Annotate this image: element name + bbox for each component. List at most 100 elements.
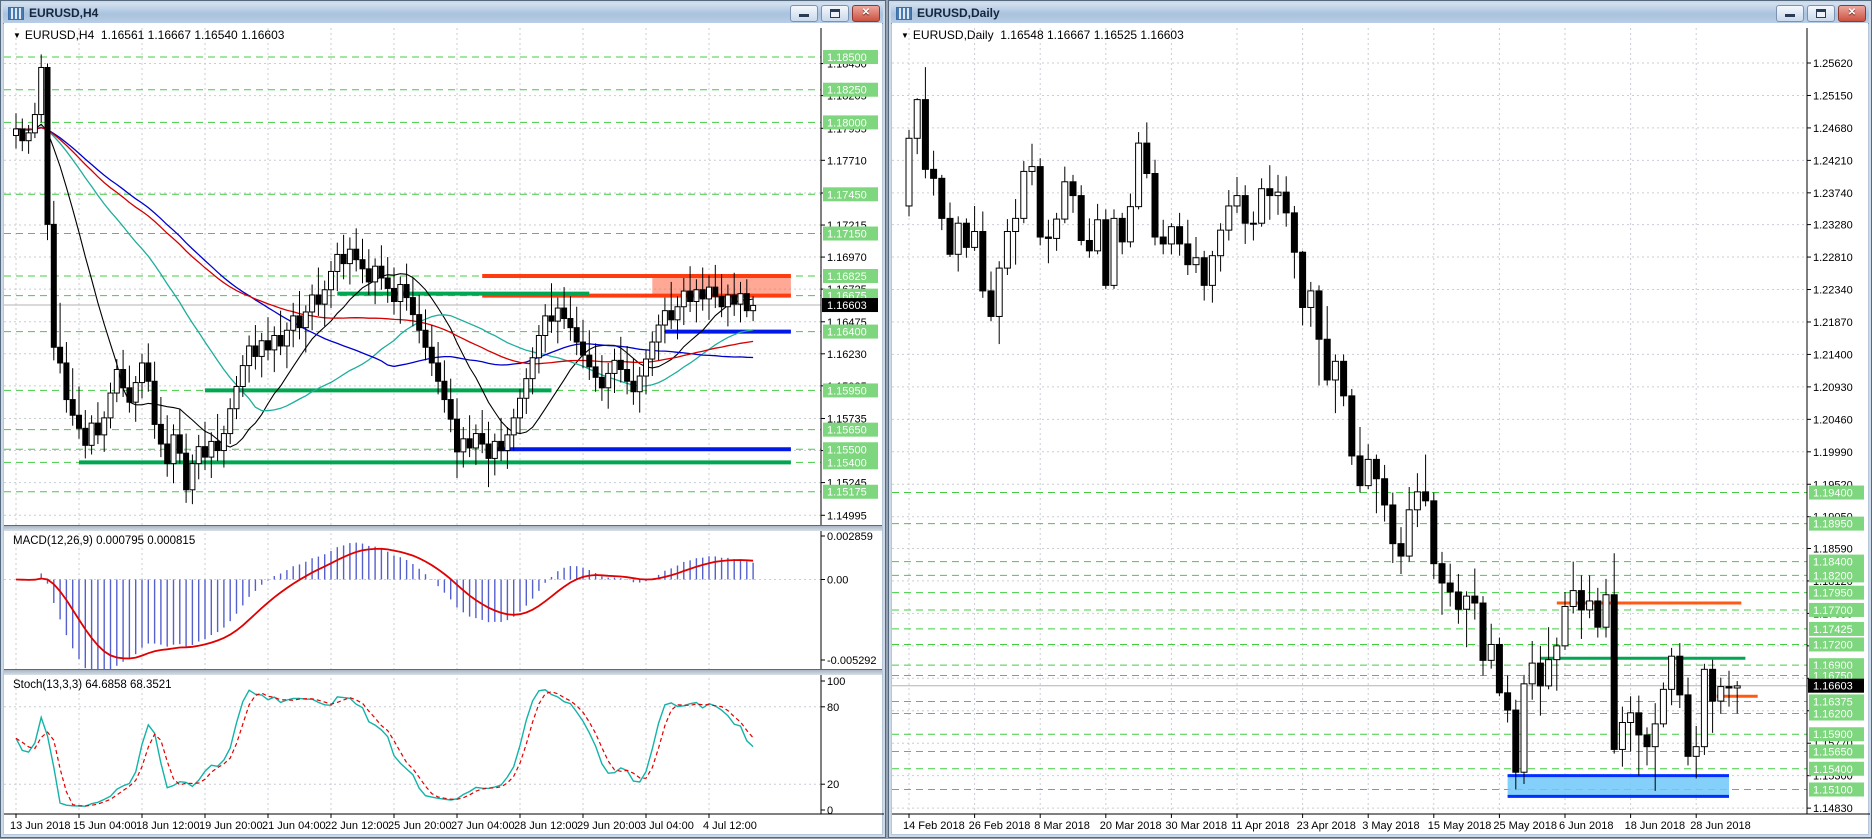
chart-header-h4: ▼ EURUSD,H4 1.16561 1.16667 1.16540 1.166…	[13, 28, 285, 42]
minimize-button[interactable]	[790, 4, 818, 22]
svg-text:1.17710: 1.17710	[827, 155, 867, 167]
pane-separator[interactable]	[4, 669, 882, 675]
svg-text:1.17450: 1.17450	[827, 189, 867, 201]
svg-text:1.17700: 1.17700	[1813, 605, 1853, 617]
close-button[interactable]: ✕	[1838, 4, 1866, 22]
chart-canvas-h4[interactable]: 0.002859 0.00 -0.005292 100 80 20 01.184501.18…	[4, 23, 884, 836]
svg-text:19 Jun 20:00: 19 Jun 20:00	[199, 820, 263, 832]
svg-text:1.18250: 1.18250	[827, 85, 867, 97]
svg-text:1.19990: 1.19990	[1813, 447, 1853, 459]
svg-text:26 Feb 2018: 26 Feb 2018	[969, 820, 1031, 832]
svg-text:100: 100	[827, 676, 845, 688]
svg-text:1.15400: 1.15400	[827, 457, 867, 469]
svg-text:1.16375: 1.16375	[1813, 696, 1853, 708]
svg-text:1.16603: 1.16603	[827, 300, 867, 312]
collapse-arrow-icon[interactable]: ▼	[13, 31, 21, 40]
svg-text:1.17425: 1.17425	[1813, 624, 1853, 636]
svg-text:0: 0	[827, 805, 833, 817]
svg-text:15 Jun 04:00: 15 Jun 04:00	[73, 820, 137, 832]
svg-text:0.002859: 0.002859	[827, 531, 873, 543]
titlebar-h4[interactable]: EURUSD,H4 ✕	[3, 3, 883, 24]
svg-text:1.16230: 1.16230	[827, 349, 867, 361]
svg-text:22 Jun 12:00: 22 Jun 12:00	[325, 820, 389, 832]
minimize-button[interactable]	[1776, 4, 1804, 22]
chart-canvas-daily[interactable]: 1.25620 1.25150 1.24680 1.24210 1.23740 1.232…	[892, 23, 1870, 836]
svg-text:1.19400: 1.19400	[1813, 488, 1853, 500]
time-scale[interactable]: 13 Jun 2018 15 Jun 04:00 18 Jun 12:00 19 Ju…	[4, 813, 884, 832]
svg-text:1.16400: 1.16400	[827, 327, 867, 339]
svg-text:29 Jun 20:00: 29 Jun 20:00	[577, 820, 641, 832]
chart-client-h4: 0.002859 0.00 -0.005292 100 80 20 01.184501.18…	[4, 23, 884, 836]
macd-indicator	[4, 542, 821, 670]
svg-text:18 Jun 2018: 18 Jun 2018	[1625, 820, 1686, 832]
grid	[4, 28, 821, 814]
svg-text:1.18590: 1.18590	[1813, 543, 1853, 555]
collapse-arrow-icon[interactable]: ▼	[901, 31, 909, 40]
svg-text:28 Jun 2018: 28 Jun 2018	[1690, 820, 1751, 832]
support-resistance-lines	[892, 492, 1807, 790]
window-title: EURUSD,H4	[29, 6, 99, 20]
svg-text:1.25620: 1.25620	[1813, 58, 1853, 70]
svg-text:1.23740: 1.23740	[1813, 188, 1853, 200]
svg-text:11 Apr 2018: 11 Apr 2018	[1231, 820, 1290, 832]
macd-scale[interactable]: 0.002859 0.00 -0.005292	[821, 531, 877, 667]
candles	[905, 67, 1741, 791]
svg-text:1.21400: 1.21400	[1813, 349, 1853, 361]
svg-text:1.16970: 1.16970	[827, 252, 867, 264]
svg-text:3 Jul 04:00: 3 Jul 04:00	[640, 820, 694, 832]
svg-text:1.16825: 1.16825	[827, 271, 867, 283]
svg-text:1.18200: 1.18200	[1813, 570, 1853, 582]
svg-text:1.15900: 1.15900	[1813, 729, 1853, 741]
svg-text:20: 20	[827, 779, 839, 791]
restore-button[interactable]	[821, 4, 849, 22]
svg-text:1.15950: 1.15950	[827, 385, 867, 397]
chart-window-daily: EURUSD,Daily ✕ 1.25620 1.25150 1.24680 1.24…	[888, 0, 1872, 838]
svg-text:15 May 2018: 15 May 2018	[1428, 820, 1492, 832]
titlebar-daily[interactable]: EURUSD,Daily ✕	[891, 3, 1869, 24]
svg-text:1.23280: 1.23280	[1813, 220, 1853, 232]
svg-text:80: 80	[827, 702, 839, 714]
close-button[interactable]: ✕	[852, 4, 880, 22]
svg-text:21 Jun 04:00: 21 Jun 04:00	[262, 820, 326, 832]
svg-text:1.15735: 1.15735	[827, 414, 867, 426]
svg-text:1.15175: 1.15175	[827, 487, 867, 499]
time-scale[interactable]: 14 Feb 2018 26 Feb 2018 8 Mar 2018 20 Mar 2…	[892, 813, 1870, 832]
close-icon: ✕	[1847, 7, 1857, 18]
svg-text:1.14830: 1.14830	[1813, 803, 1853, 815]
svg-text:3 May 2018: 3 May 2018	[1362, 820, 1419, 832]
svg-text:-0.005292: -0.005292	[827, 655, 877, 667]
minimize-icon	[799, 14, 809, 17]
svg-text:1.20460: 1.20460	[1813, 414, 1853, 426]
svg-text:1.15400: 1.15400	[1813, 764, 1853, 776]
svg-text:8 Mar 2018: 8 Mar 2018	[1034, 820, 1090, 832]
grid	[892, 28, 1807, 814]
svg-text:1.21870: 1.21870	[1813, 317, 1853, 329]
moving-averages	[15, 123, 754, 448]
price-scale[interactable]: 1.25620 1.25150 1.24680 1.24210 1.23740 1.232…	[1806, 28, 1864, 815]
pane-separator[interactable]	[4, 525, 882, 531]
svg-text:1.22810: 1.22810	[1813, 252, 1853, 264]
svg-text:1.15100: 1.15100	[1813, 784, 1853, 796]
chart-window-h4: EURUSD,H4 ✕ 0.002859 0.00 -0.005292 100 80 20…	[0, 0, 886, 838]
svg-text:18 Jun 12:00: 18 Jun 12:00	[136, 820, 200, 832]
svg-text:1.24210: 1.24210	[1813, 155, 1853, 167]
svg-text:1.18950: 1.18950	[1813, 519, 1853, 531]
stochastic-indicator	[4, 689, 821, 807]
svg-text:20 Mar 2018: 20 Mar 2018	[1100, 820, 1162, 832]
stoch-scale[interactable]: 100 80 20 0	[821, 676, 845, 817]
svg-text:13 Jun 2018: 13 Jun 2018	[10, 820, 71, 832]
chart-icon	[8, 6, 24, 20]
svg-text:14 Feb 2018: 14 Feb 2018	[903, 820, 965, 832]
macd-label: MACD(12,26,9) 0.000795 0.000815	[13, 535, 196, 547]
support-resistance-lines	[4, 56, 821, 493]
svg-text:1.17950: 1.17950	[1813, 588, 1853, 600]
svg-text:1.24680: 1.24680	[1813, 123, 1853, 135]
svg-text:30 Mar 2018: 30 Mar 2018	[1165, 820, 1227, 832]
svg-text:1.15650: 1.15650	[827, 425, 867, 437]
restore-button[interactable]	[1807, 4, 1835, 22]
svg-text:23 Apr 2018: 23 Apr 2018	[1297, 820, 1356, 832]
window-title: EURUSD,Daily	[917, 6, 1000, 20]
price-scale[interactable]: 1.184501.182051.179551.177101.174601.172…	[820, 28, 878, 814]
svg-text:1.16200: 1.16200	[1813, 709, 1853, 721]
svg-text:1.22340: 1.22340	[1813, 285, 1853, 297]
